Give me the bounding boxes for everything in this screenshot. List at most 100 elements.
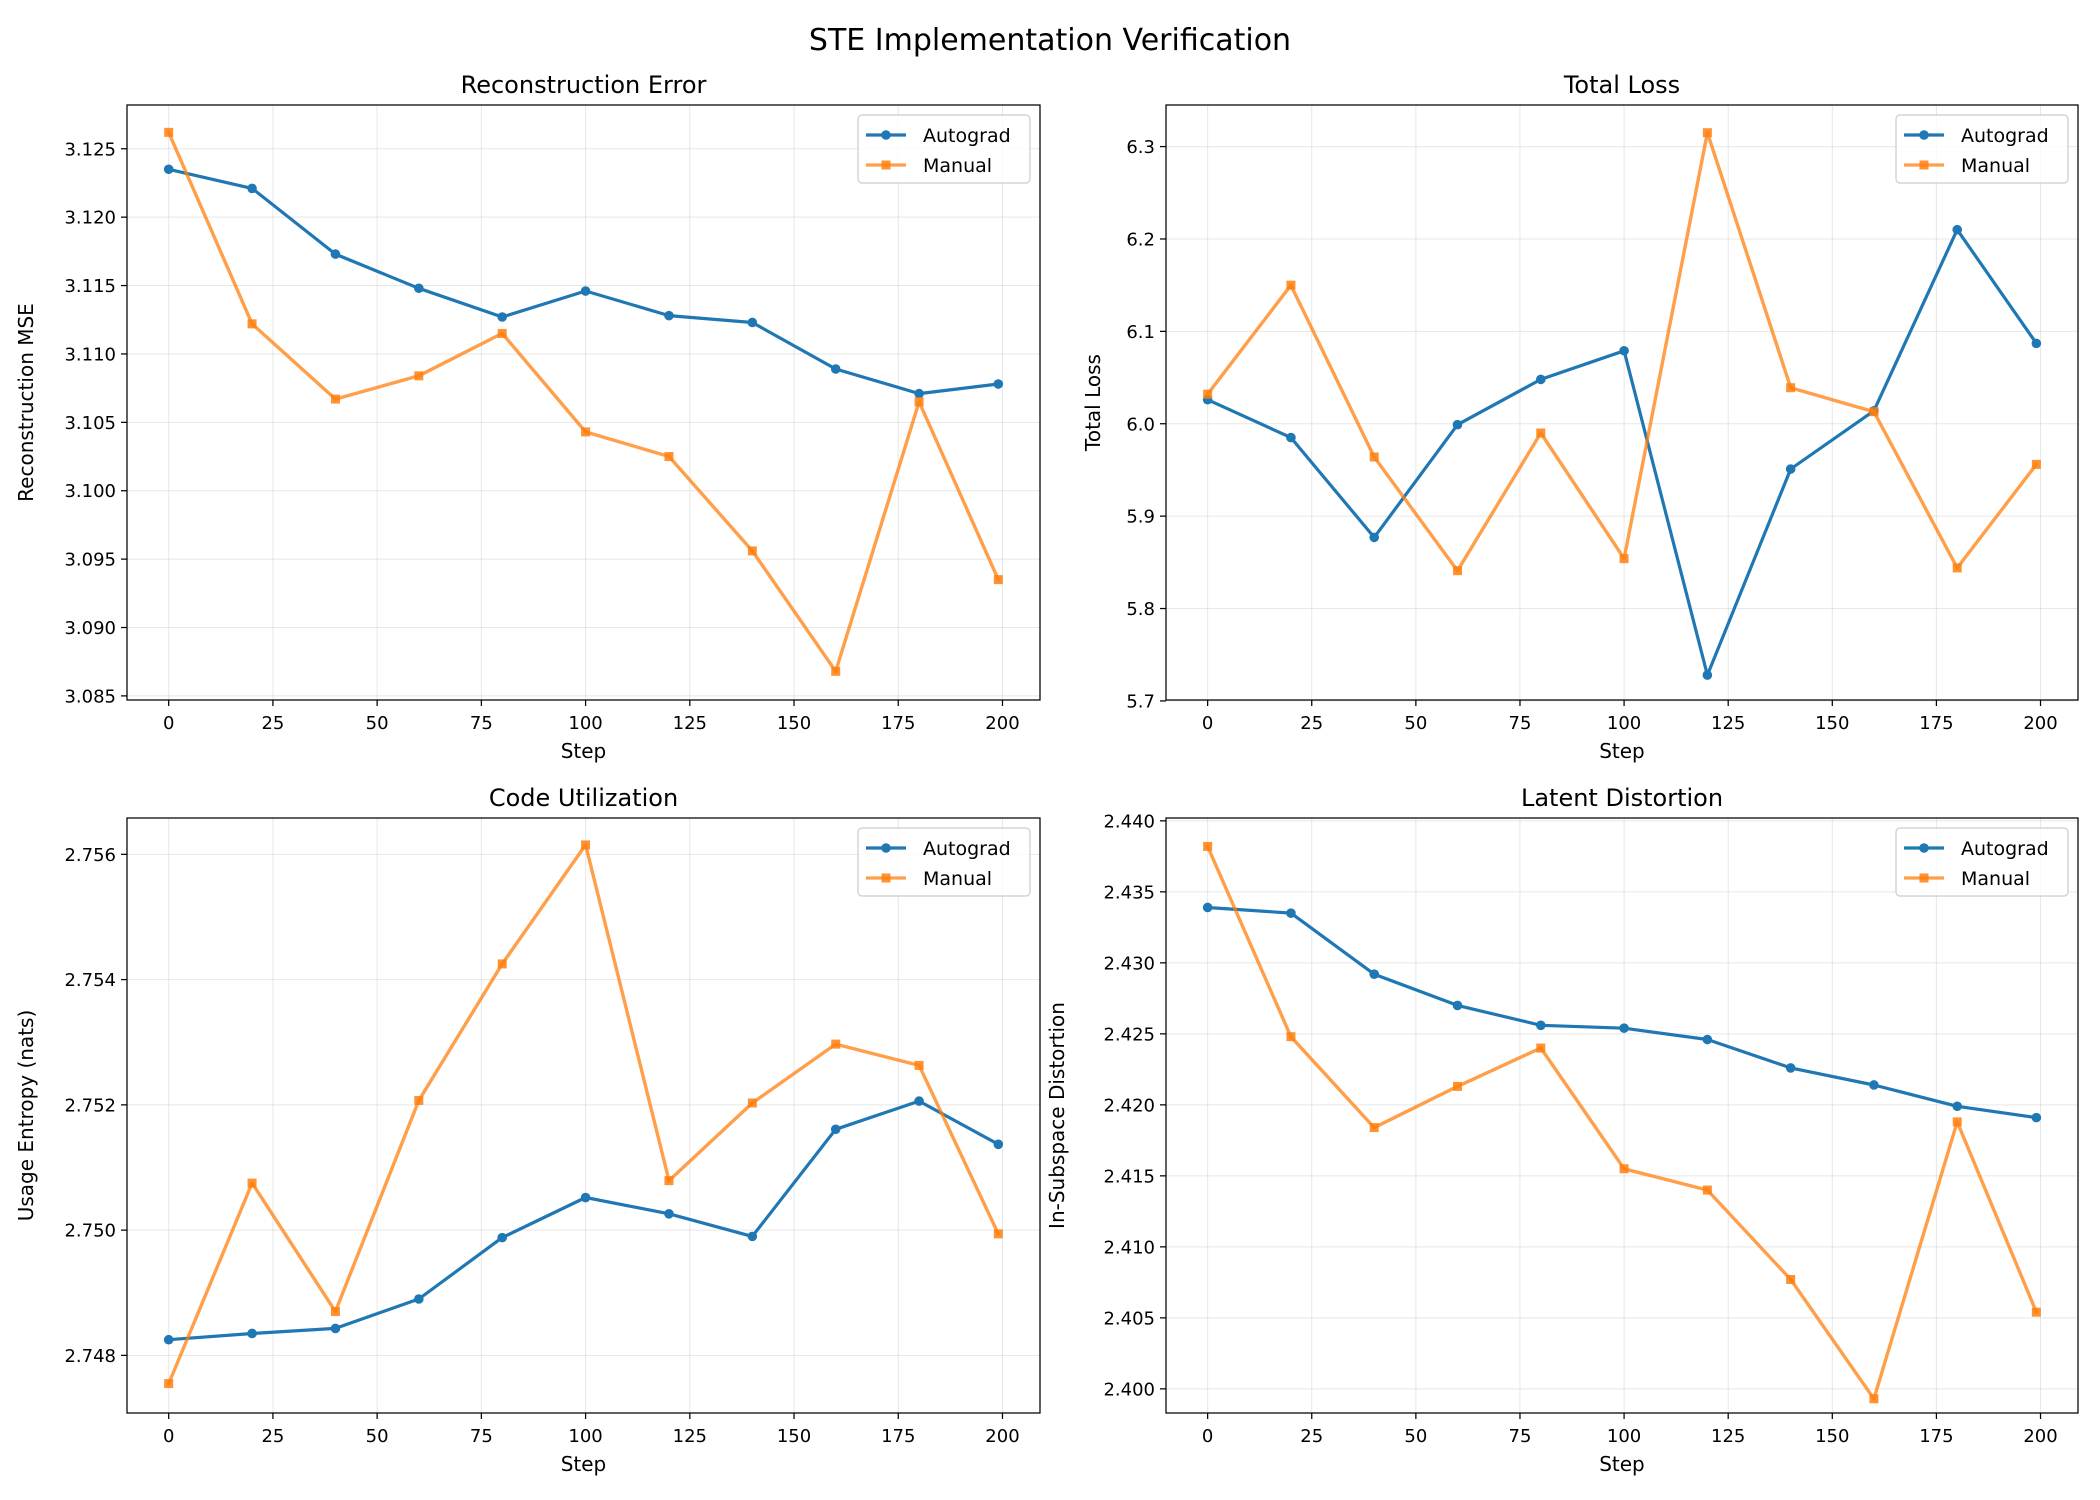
data-point-autograd (1452, 419, 1463, 430)
x-tick-label: 0 (163, 713, 174, 734)
y-tick-label: 3.125 (64, 139, 116, 160)
series-line-manual (1205, 844, 2039, 1401)
data-point-manual (993, 575, 1003, 585)
axes-frame (1165, 104, 2079, 701)
data-point-manual (2031, 1307, 2041, 1317)
subplot-1: 0 25 50 75 100 125 150 175 200 3.085 3.090 3.095 3.1… (14, 71, 1041, 763)
y-tick-label: 2.440 (1103, 811, 1155, 832)
data-point-autograd (1619, 1023, 1629, 1033)
y-tick-label: 6.3 (1126, 137, 1155, 158)
data-point-autograd (1202, 902, 1213, 913)
x-tick-label: 150 (1815, 1426, 1849, 1447)
y-tick-label: 5.9 (1126, 507, 1155, 528)
legend-marker-manual (881, 160, 891, 170)
data-point-manual (747, 1098, 757, 1108)
x-axis-label: Step (1599, 739, 1645, 763)
data-point-autograd (664, 310, 674, 321)
subplot-3: 0 25 50 75 100 125 150 175 200 2.748 2.750 2.752 2.7… (14, 784, 1041, 1476)
x-axis-label: Step (1599, 1452, 1645, 1476)
data-point-autograd (747, 317, 758, 328)
axes-frame (126, 104, 1041, 701)
x-tick-label: 125 (1711, 1426, 1745, 1447)
legend: Autograd Manual (1895, 827, 2069, 897)
y-tick-label: 2.420 (1103, 1095, 1155, 1116)
data-point-manual (914, 397, 924, 407)
data-point-manual (1786, 1275, 1796, 1285)
y-tick-label: 2.754 (64, 970, 116, 991)
x-tick-label: 50 (1404, 713, 1427, 734)
data-point-autograd (993, 379, 1004, 389)
y-axis-label: In-Subspace Distortion (1045, 1002, 1069, 1229)
y-axis-label: Reconstruction MSE (14, 303, 38, 502)
x-tick-label: 75 (1509, 713, 1532, 734)
legend-label-manual: Manual (923, 868, 992, 890)
x-tick-label: 175 (881, 1426, 915, 1447)
y-tick-label: 2.405 (1103, 1308, 1155, 1329)
y-tick-label: 2.752 (64, 1095, 116, 1116)
x-tick-label: 150 (777, 713, 811, 734)
x-tick-label: 100 (1607, 713, 1641, 734)
data-point-manual (831, 1039, 841, 1049)
data-point-manual (1869, 407, 1879, 417)
x-tick-label: 75 (470, 1426, 493, 1447)
data-point-manual (330, 1307, 340, 1317)
y-tick-label: 2.750 (64, 1221, 116, 1242)
y-tick-label: 2.425 (1103, 1024, 1155, 1045)
data-point-autograd (414, 1294, 424, 1304)
x-tick-label: 0 (1202, 713, 1213, 734)
x-tick-label: 25 (261, 713, 284, 734)
x-tick-label: 100 (1607, 1426, 1641, 1447)
data-point-manual (1369, 452, 1379, 462)
data-point-autograd (247, 1328, 257, 1339)
subplot-title: Total Loss (1563, 71, 1680, 99)
data-point-manual (1619, 1164, 1629, 1174)
data-point-manual (164, 127, 174, 137)
x-tick-label: 150 (777, 1426, 811, 1447)
data-point-autograd (1286, 432, 1296, 443)
data-point-manual (1453, 566, 1463, 576)
data-point-manual (1952, 1117, 1962, 1127)
x-tick-label: 175 (1919, 713, 1953, 734)
data-point-manual (247, 1178, 257, 1188)
y-tick-label: 2.435 (1103, 882, 1155, 903)
y-tick-label: 3.085 (64, 686, 116, 707)
data-point-autograd (414, 283, 424, 294)
y-tick-label: 2.430 (1103, 953, 1155, 974)
x-tick-label: 25 (1300, 1426, 1323, 1447)
data-point-manual (1702, 1185, 1712, 1195)
x-tick-label: 50 (1404, 1426, 1427, 1447)
x-tick-label: 125 (1711, 713, 1745, 734)
data-point-autograd (1535, 374, 1546, 385)
x-tick-label: 200 (985, 713, 1019, 734)
x-tick-label: 75 (1509, 1426, 1532, 1447)
y-tick-label: 2.415 (1103, 1166, 1155, 1187)
series-line-manual (166, 843, 1000, 1386)
legend-label-autograd: Autograd (923, 838, 1011, 860)
data-point-autograd (1869, 1080, 1879, 1090)
data-point-autograd (664, 1209, 674, 1219)
legend-label-autograd: Autograd (1961, 125, 2049, 147)
data-point-manual (747, 546, 757, 556)
x-tick-label: 50 (366, 1426, 389, 1447)
x-tick-label: 175 (881, 713, 915, 734)
data-point-autograd (1785, 464, 1796, 474)
data-point-autograd (830, 364, 841, 374)
axes-frame (126, 817, 1041, 1414)
y-tick-label: 2.748 (64, 1346, 116, 1367)
series-line-manual (166, 130, 1000, 673)
legend-marker-manual (1919, 873, 1929, 883)
data-point-manual (1536, 1043, 1546, 1053)
data-point-autograd (1452, 1000, 1463, 1011)
data-point-manual (1869, 1394, 1879, 1404)
data-point-autograd (2031, 1112, 2042, 1123)
data-point-manual (1286, 280, 1296, 290)
data-point-manual (164, 1379, 174, 1389)
legend-marker-autograd (1919, 843, 1929, 853)
data-point-autograd (1785, 1063, 1796, 1073)
legend-marker-manual (881, 873, 891, 883)
data-point-manual (993, 1229, 1003, 1239)
data-point-manual (330, 394, 340, 404)
data-point-autograd (580, 286, 591, 296)
series-line-autograd (1205, 905, 2039, 1120)
